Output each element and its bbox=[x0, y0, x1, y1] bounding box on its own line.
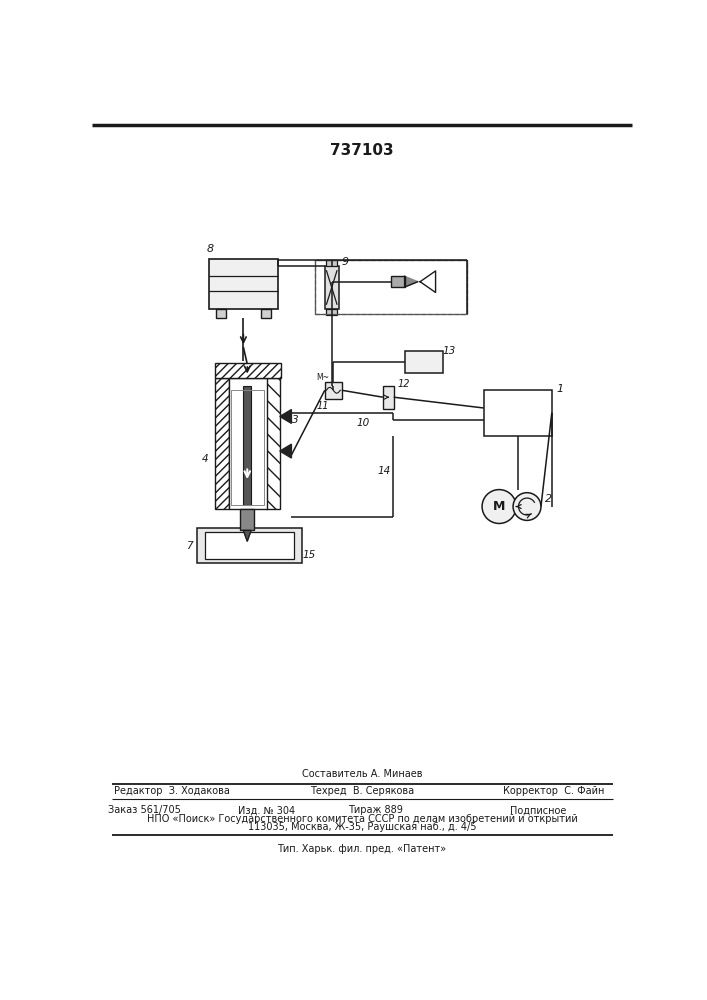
Text: 11: 11 bbox=[316, 401, 329, 411]
Bar bbox=[261, 309, 271, 318]
Circle shape bbox=[482, 490, 516, 523]
Text: Изд. № 304: Изд. № 304 bbox=[238, 805, 296, 815]
Polygon shape bbox=[243, 530, 251, 541]
Text: M: M bbox=[493, 500, 506, 513]
Bar bbox=[484, 389, 552, 436]
Text: 5: 5 bbox=[247, 512, 254, 522]
Bar bbox=[209, 259, 279, 309]
Text: Подписное: Подписное bbox=[510, 805, 566, 815]
Bar bbox=[228, 378, 267, 509]
Bar bbox=[325, 382, 341, 399]
Bar bbox=[215, 378, 228, 509]
Text: Составитель А. Минаев: Составитель А. Минаев bbox=[302, 769, 422, 779]
Text: 14: 14 bbox=[377, 466, 390, 476]
Text: 6: 6 bbox=[247, 522, 254, 532]
Text: Техред  В. Серякова: Техред В. Серякова bbox=[310, 786, 414, 796]
Bar bbox=[216, 309, 226, 318]
Polygon shape bbox=[493, 399, 508, 411]
Text: 1: 1 bbox=[556, 384, 563, 394]
Bar bbox=[315, 260, 467, 314]
Text: 3: 3 bbox=[292, 415, 298, 425]
Circle shape bbox=[513, 493, 541, 520]
Text: 7: 7 bbox=[186, 541, 192, 551]
Text: 10: 10 bbox=[357, 418, 370, 428]
Bar bbox=[404, 351, 443, 373]
Bar bbox=[240, 509, 255, 530]
Text: 4: 4 bbox=[202, 454, 209, 464]
Bar bbox=[325, 266, 339, 309]
Bar bbox=[204, 532, 293, 559]
Text: 13: 13 bbox=[443, 346, 456, 356]
Text: 9: 9 bbox=[341, 257, 349, 267]
Text: 2: 2 bbox=[545, 494, 552, 504]
Polygon shape bbox=[404, 276, 418, 287]
Text: 737103: 737103 bbox=[330, 143, 394, 158]
Text: 12: 12 bbox=[397, 379, 410, 389]
Text: 113035, Москва, Ж-35, Раушская наб., д. 4/5: 113035, Москва, Ж-35, Раушская наб., д. … bbox=[247, 822, 477, 832]
Bar bbox=[231, 389, 264, 505]
Text: Тираж 889: Тираж 889 bbox=[348, 805, 402, 815]
Polygon shape bbox=[280, 444, 291, 458]
Text: Корректор  С. Файн: Корректор С. Файн bbox=[503, 786, 604, 796]
Polygon shape bbox=[280, 410, 291, 423]
Text: 15: 15 bbox=[303, 550, 316, 560]
Bar bbox=[327, 260, 337, 266]
Bar bbox=[391, 276, 404, 287]
Text: Заказ 561/705: Заказ 561/705 bbox=[107, 805, 180, 815]
Bar bbox=[383, 386, 394, 409]
Bar bbox=[197, 528, 301, 563]
Text: Редактор  З. Ходакова: Редактор З. Ходакова bbox=[114, 786, 230, 796]
Bar bbox=[327, 309, 337, 315]
Bar bbox=[315, 260, 467, 314]
Text: НПО «Поиск» Государственного комитета СССР по делам изобретений и открытий: НПО «Поиск» Государственного комитета СС… bbox=[146, 814, 578, 824]
Bar bbox=[243, 386, 251, 505]
Text: M~: M~ bbox=[316, 373, 329, 382]
Bar bbox=[266, 378, 280, 509]
Text: 8: 8 bbox=[206, 244, 214, 254]
Polygon shape bbox=[517, 399, 531, 411]
Bar bbox=[215, 363, 281, 378]
Text: Тип. Харьк. фил. пред. «Патент»: Тип. Харьк. фил. пред. «Патент» bbox=[277, 844, 447, 854]
